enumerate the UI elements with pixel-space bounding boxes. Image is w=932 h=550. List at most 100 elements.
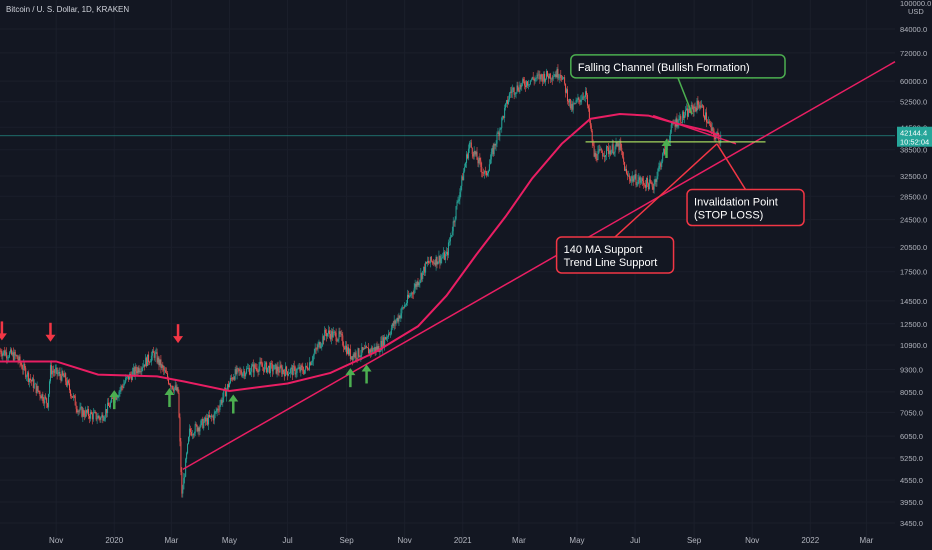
candle-up <box>502 115 504 121</box>
candle-up <box>594 149 596 159</box>
candle-down <box>590 123 592 133</box>
candle-down <box>566 86 568 105</box>
candle-body <box>483 172 485 174</box>
candle-body <box>194 424 196 434</box>
candle-down <box>560 69 562 81</box>
candle-up <box>425 261 427 276</box>
candle-up <box>418 281 420 288</box>
candle-body <box>464 167 466 172</box>
candle-body <box>568 98 570 103</box>
candle-down <box>537 70 539 80</box>
candle-body <box>159 359 161 366</box>
candle-body <box>290 367 292 370</box>
candle-up <box>614 144 616 157</box>
candle-up <box>391 322 393 331</box>
candle-body <box>286 366 288 372</box>
candle-up <box>685 106 687 118</box>
candle-body <box>311 360 313 363</box>
candle-body <box>703 106 705 117</box>
candle-body <box>599 149 601 150</box>
candle-up <box>304 369 306 375</box>
candle-down <box>160 354 162 374</box>
candle-body <box>606 146 608 156</box>
candle-body <box>76 408 78 413</box>
candle-body <box>335 332 337 341</box>
candle-body <box>451 231 453 235</box>
annotation-text: (STOP LOSS) <box>694 210 763 222</box>
candle-body <box>548 73 550 79</box>
candle-up <box>317 341 319 353</box>
candle-down <box>148 351 150 366</box>
candle-body <box>390 328 392 335</box>
candle-body <box>509 91 511 94</box>
candle-down <box>336 337 338 342</box>
candle-down <box>642 176 644 187</box>
candle-body <box>452 221 454 232</box>
candle-body <box>389 334 391 335</box>
candle-body <box>523 79 525 82</box>
candle-body <box>694 106 696 108</box>
candle-body <box>179 417 181 442</box>
candle-body <box>659 163 661 167</box>
candle-body <box>371 347 373 352</box>
candle-up <box>491 145 493 157</box>
candle-down <box>524 76 526 90</box>
candle-down <box>367 342 369 354</box>
candle-body <box>260 361 262 364</box>
candle-down <box>444 250 446 261</box>
candle-down <box>90 410 92 415</box>
candle-body <box>216 408 218 412</box>
candle-body <box>704 116 706 120</box>
candle-down <box>407 290 409 300</box>
candle-body <box>505 103 507 109</box>
candle-down <box>78 409 80 415</box>
falling-channel-line <box>652 114 737 145</box>
candle-down <box>257 369 259 377</box>
candle-body <box>167 373 169 379</box>
candle-body <box>517 85 519 91</box>
candle-down <box>98 415 100 421</box>
candle-up <box>400 308 402 323</box>
candle-up <box>467 144 469 161</box>
candle-up <box>250 363 252 377</box>
candle-body <box>519 84 521 92</box>
candle-body <box>305 366 307 370</box>
candle-down <box>252 359 254 378</box>
candle-down <box>63 373 65 378</box>
candle-up <box>193 431 195 438</box>
candle-up <box>546 68 548 80</box>
candle-body <box>624 161 626 171</box>
candle-body <box>71 396 73 398</box>
candle-down <box>476 146 478 160</box>
candle-down <box>434 259 436 267</box>
candle-body <box>372 349 374 352</box>
candle-body <box>546 71 548 77</box>
candle-up <box>478 156 480 168</box>
candle-down <box>486 170 488 178</box>
candle-down <box>70 393 72 400</box>
candle-body <box>362 347 364 350</box>
candle-up <box>173 387 175 395</box>
candle-up <box>576 98 578 103</box>
candle-down <box>612 140 614 155</box>
candle-body <box>36 386 38 393</box>
candle-up <box>637 174 639 187</box>
candle-down <box>622 150 624 159</box>
candle-body <box>355 352 357 359</box>
candle-body <box>208 414 210 425</box>
candle-body <box>332 331 334 338</box>
candle-down <box>517 81 519 92</box>
candle-body <box>247 368 249 370</box>
candle-body <box>233 377 235 380</box>
candle-up <box>372 347 374 353</box>
candle-up <box>556 66 558 80</box>
candle-down <box>551 75 553 85</box>
candle-up <box>246 365 248 375</box>
candle-up <box>29 378 31 388</box>
candle-down <box>364 344 366 350</box>
candle-up <box>558 74 560 81</box>
candle-body <box>58 371 60 374</box>
candle-body <box>298 367 300 369</box>
candle-up <box>34 382 36 385</box>
